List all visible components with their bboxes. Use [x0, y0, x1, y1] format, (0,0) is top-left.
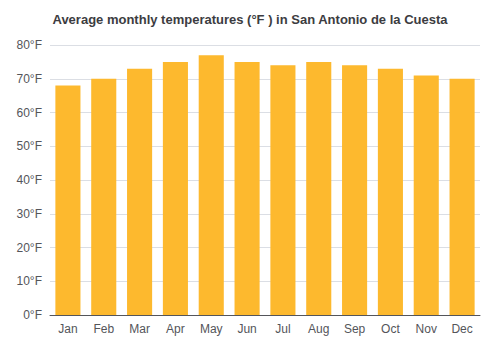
svg-text:Jul: Jul	[275, 322, 290, 336]
svg-text:Oct: Oct	[381, 322, 400, 336]
svg-text:Dec: Dec	[451, 322, 472, 336]
svg-text:Jan: Jan	[58, 322, 77, 336]
svg-text:Feb: Feb	[93, 322, 114, 336]
svg-text:80°F: 80°F	[17, 38, 42, 52]
svg-text:0°F: 0°F	[23, 308, 42, 322]
svg-text:70°F: 70°F	[17, 72, 42, 86]
svg-text:Aug: Aug	[308, 322, 329, 336]
svg-text:Apr: Apr	[166, 322, 185, 336]
svg-text:Nov: Nov	[416, 322, 437, 336]
svg-text:Jun: Jun	[237, 322, 256, 336]
svg-text:Mar: Mar	[129, 322, 150, 336]
svg-text:May: May	[200, 322, 223, 336]
svg-text:60°F: 60°F	[17, 106, 42, 120]
svg-text:10°F: 10°F	[17, 274, 42, 288]
svg-text:50°F: 50°F	[17, 139, 42, 153]
svg-text:Sep: Sep	[344, 322, 366, 336]
svg-text:Average monthly temperatures (: Average monthly temperatures (°F ) in Sa…	[52, 12, 448, 27]
svg-text:40°F: 40°F	[17, 173, 42, 187]
svg-text:30°F: 30°F	[17, 207, 42, 221]
svg-text:20°F: 20°F	[17, 241, 42, 255]
